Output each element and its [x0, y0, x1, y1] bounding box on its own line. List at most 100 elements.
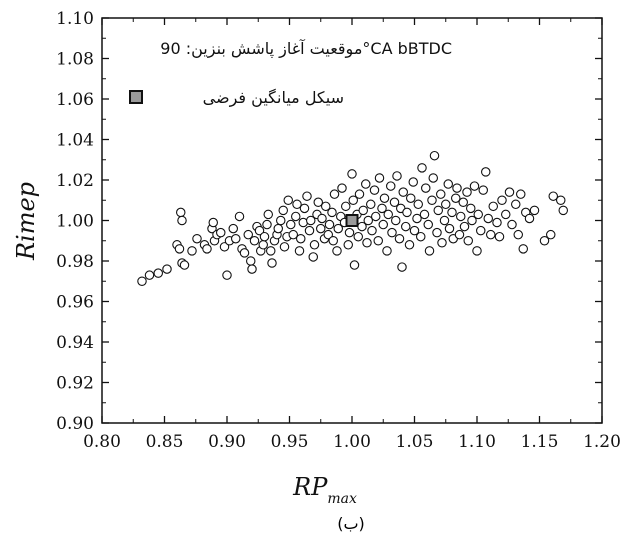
- data-point: [302, 191, 312, 201]
- data-point: [545, 229, 556, 240]
- data-point: [340, 201, 351, 212]
- data-point: [463, 236, 473, 246]
- data-point: [433, 205, 443, 216]
- data-point: [394, 233, 405, 244]
- data-point: [219, 242, 230, 252]
- y-tick-label: 0.94: [56, 333, 94, 353]
- data-point: [320, 201, 331, 212]
- data-point: [390, 215, 401, 226]
- y-tick-label: 1.02: [56, 171, 94, 191]
- data-point: [354, 189, 365, 199]
- data-point: [304, 225, 315, 236]
- data-point: [344, 227, 355, 238]
- legend-marker-mean: [129, 90, 143, 104]
- data-point: [417, 163, 427, 173]
- data-point: [192, 233, 202, 244]
- x-axis-title-main: RP: [292, 473, 328, 501]
- data-point: [432, 227, 442, 238]
- data-point: [263, 209, 273, 220]
- y-tick-label: 1.10: [56, 9, 94, 29]
- mean-cycle-point: [345, 214, 359, 227]
- data-point: [385, 181, 396, 191]
- data-point: [524, 213, 535, 224]
- data-point: [402, 207, 412, 218]
- data-point: [259, 231, 270, 242]
- data-point: [454, 229, 465, 240]
- data-point: [317, 213, 327, 224]
- data-point: [513, 229, 523, 240]
- y-tick-label: 1.04: [56, 131, 94, 151]
- data-point: [459, 221, 470, 232]
- data-point: [437, 238, 447, 248]
- y-axis-title: Rimep: [12, 182, 40, 261]
- data-point: [324, 219, 335, 230]
- x-tick-label: 1.05: [396, 432, 434, 452]
- figure-caption: (ب): [337, 514, 365, 533]
- data-point: [246, 256, 256, 266]
- x-axis-title: RPmax: [292, 473, 357, 507]
- data-point: [349, 260, 360, 270]
- data-point: [378, 219, 388, 230]
- data-point: [323, 229, 333, 240]
- y-tick-label: 1.08: [56, 50, 94, 70]
- data-point: [333, 223, 343, 234]
- data-point: [262, 219, 272, 230]
- data-point: [222, 270, 232, 280]
- data-point: [497, 195, 507, 206]
- data-point: [162, 264, 172, 274]
- data-point: [353, 231, 363, 242]
- data-point: [480, 167, 491, 177]
- data-point: [308, 252, 318, 262]
- x-tick-label: 1.10: [458, 432, 496, 452]
- x-tick-label: 0.85: [146, 432, 184, 452]
- data-point: [216, 227, 226, 238]
- data-point: [469, 181, 480, 191]
- x-axis: 0.80 0.85 0.90 0.95 1.00 1.05 1.10 1.15 1.20: [83, 18, 621, 452]
- data-point: [397, 262, 407, 272]
- data-point: [309, 240, 320, 250]
- data-point: [439, 215, 450, 226]
- data-point: [379, 193, 390, 203]
- y-axis: 0.90 0.92 0.94 0.96 0.98 1.00 1.02 1.04 1.06 1.08…: [56, 9, 602, 434]
- data-point: [177, 215, 187, 226]
- data-points: [137, 150, 568, 286]
- data-point: [510, 199, 521, 210]
- data-point: [428, 173, 438, 183]
- data-point: [398, 187, 408, 197]
- data-point: [299, 203, 310, 214]
- data-point: [444, 223, 455, 234]
- data-point: [294, 246, 305, 256]
- data-point: [475, 225, 486, 236]
- data-point: [278, 205, 288, 216]
- data-point: [267, 258, 277, 268]
- data-point: [387, 227, 397, 238]
- data-point: [283, 195, 293, 206]
- data-point: [419, 209, 430, 220]
- data-point: [450, 193, 461, 203]
- data-point: [518, 244, 528, 254]
- data-point: [412, 213, 422, 224]
- data-point: [435, 189, 446, 199]
- data-point: [455, 211, 466, 222]
- y-tick-label: 1.06: [56, 90, 94, 110]
- data-point: [243, 229, 254, 240]
- data-point: [327, 207, 337, 218]
- data-point: [420, 183, 431, 193]
- data-point: [365, 199, 376, 210]
- y-tick-label: 0.92: [56, 374, 94, 394]
- x-tick-label: 1.00: [333, 432, 371, 452]
- data-point: [500, 209, 511, 220]
- data-point: [332, 246, 342, 256]
- data-point: [447, 207, 457, 218]
- data-point: [254, 225, 265, 236]
- data-point: [429, 150, 440, 161]
- data-point: [427, 195, 437, 206]
- data-point: [337, 183, 347, 193]
- data-point: [347, 169, 357, 179]
- data-point: [348, 195, 358, 206]
- data-point: [279, 242, 290, 252]
- data-point: [367, 225, 377, 236]
- data-point: [483, 213, 493, 224]
- y-tick-label: 1.00: [56, 212, 94, 232]
